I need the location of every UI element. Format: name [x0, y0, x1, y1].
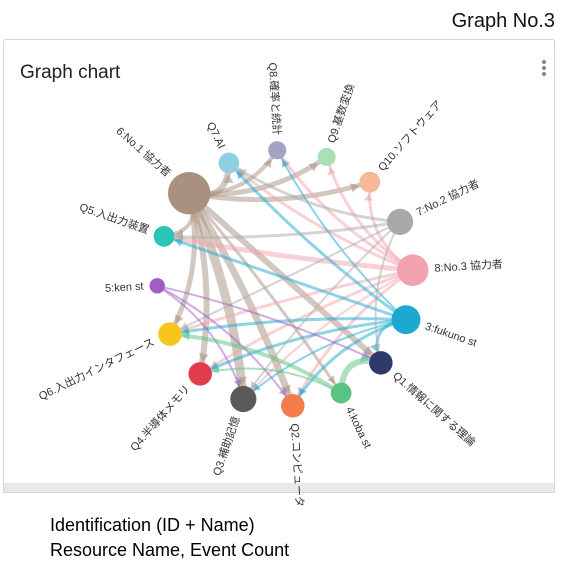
- node-label-q6: Q6.入出力インタフェース: [36, 335, 156, 403]
- node-q4[interactable]: [188, 362, 212, 386]
- edge-arrow-n5-q3: [233, 379, 242, 387]
- edge-n3-q4: [199, 318, 407, 376]
- edge-arrow-n3-q2: [299, 387, 307, 396]
- edge-arrow-n4-q6: [181, 331, 190, 341]
- node-label-n6: 6:No.1 協力者: [114, 124, 174, 179]
- edge-arrow-n6-q8: [263, 159, 272, 169]
- graph-chart-card: Graph chart: [3, 39, 555, 490]
- edge-arrow-n4-q4: [211, 365, 220, 374]
- edge-arrow-n7-q5: [175, 232, 183, 242]
- edge-arrow-n6-q10: [349, 183, 359, 193]
- edge-n7-q5: [163, 220, 401, 239]
- edge-n8-q3: [242, 269, 414, 400]
- edge-n7-q3: [242, 221, 401, 400]
- graph-edges: [156, 149, 414, 407]
- edge-arrow-n8-q9: [327, 167, 336, 176]
- node-q8[interactable]: [268, 141, 287, 160]
- node-q10[interactable]: [359, 171, 381, 193]
- node-label-q2: Q2.コンピュータ: [288, 423, 306, 507]
- edge-arrow-n6-q4: [198, 352, 209, 363]
- edge-arrow-n7-q6: [180, 322, 189, 330]
- edge-arrow-n6-q2: [280, 384, 291, 395]
- caption-line-1: Identification (ID + Name): [50, 515, 255, 535]
- node-label-n7: 7:No.2 協力者: [414, 177, 481, 219]
- node-q1[interactable]: [369, 351, 393, 375]
- edge-n3-q3: [242, 318, 407, 400]
- node-q2[interactable]: [281, 394, 305, 418]
- node-q3[interactable]: [230, 385, 257, 413]
- node-label-q10: Q10.ソフトウェア: [375, 98, 444, 174]
- edge-arrow-n7-q3: [250, 380, 258, 389]
- node-label-n5: 5:ken st: [105, 281, 144, 295]
- edge-n5-q1: [157, 284, 382, 364]
- edge-arrow-n8-q10: [363, 193, 373, 202]
- node-n8[interactable]: [396, 254, 429, 286]
- edge-arrow-n6-q6: [175, 314, 184, 324]
- node-label-n8: 8:No.3 協力者: [434, 258, 503, 275]
- node-n7[interactable]: [386, 208, 414, 235]
- edge-arrow-n6-q7: [223, 174, 234, 183]
- card-footer-bar: [3, 483, 555, 493]
- node-n5[interactable]: [149, 278, 165, 294]
- edge-arrow-n7-q1: [372, 343, 381, 352]
- edge-n8-q8: [275, 149, 414, 272]
- caption-line-2: Resource Name, Event Count: [50, 540, 290, 560]
- edge-n6-q10: [188, 179, 371, 203]
- edge-arrow-n4-q1: [359, 352, 370, 363]
- edge-n8-q2: [291, 268, 414, 407]
- card-title: Graph chart: [20, 62, 121, 83]
- node-n3[interactable]: [391, 305, 421, 335]
- node-label-q8: Q8.確率と統計: [266, 62, 284, 135]
- node-label-n3: 3:fukuno st: [423, 321, 478, 350]
- edge-n4-q6: [169, 332, 343, 395]
- node-label-q9: Q9.基数変換: [324, 82, 357, 145]
- graph-nodes: [149, 141, 429, 418]
- edge-arrow-n5-q2: [278, 387, 287, 396]
- node-n4[interactable]: [330, 382, 352, 404]
- node-label-q5: Q5.入出力装置: [78, 200, 151, 237]
- edge-arrow-n6-q9: [308, 163, 318, 172]
- node-q5[interactable]: [153, 225, 175, 247]
- node-q9[interactable]: [317, 147, 336, 167]
- node-q6[interactable]: [158, 322, 182, 346]
- edge-arrow-n6-q1: [362, 345, 372, 355]
- edge-arrow-n3-q8: [281, 159, 289, 168]
- node-label-n4: 4:koba st: [343, 405, 373, 450]
- edge-n7-q7: [228, 161, 401, 224]
- edge-n8-q7: [227, 161, 414, 272]
- edge-arrow-n7-q7: [238, 169, 247, 177]
- node-q7[interactable]: [218, 152, 240, 174]
- graph-number-label: Graph No.3: [451, 10, 555, 32]
- node-label-q1: Q1.情報に関する理論: [390, 369, 478, 450]
- edge-n3-q7: [227, 161, 407, 321]
- edge-n3-q8: [276, 149, 407, 321]
- edge-n8-q6: [169, 268, 414, 336]
- node-label-q7: Q7.AI: [204, 120, 227, 151]
- node-label-q4: Q4.半導体メモリ: [127, 382, 193, 454]
- edge-arrow-n6-n4: [327, 375, 335, 384]
- node-n6[interactable]: [167, 171, 211, 215]
- kebab-menu-icon[interactable]: [539, 60, 549, 80]
- node-label-q3: Q3.補助記憶: [209, 414, 242, 477]
- edge-n5-q2: [156, 284, 294, 407]
- edge-arrow-n6-q3: [235, 376, 248, 387]
- edge-n6-q3: [185, 191, 248, 400]
